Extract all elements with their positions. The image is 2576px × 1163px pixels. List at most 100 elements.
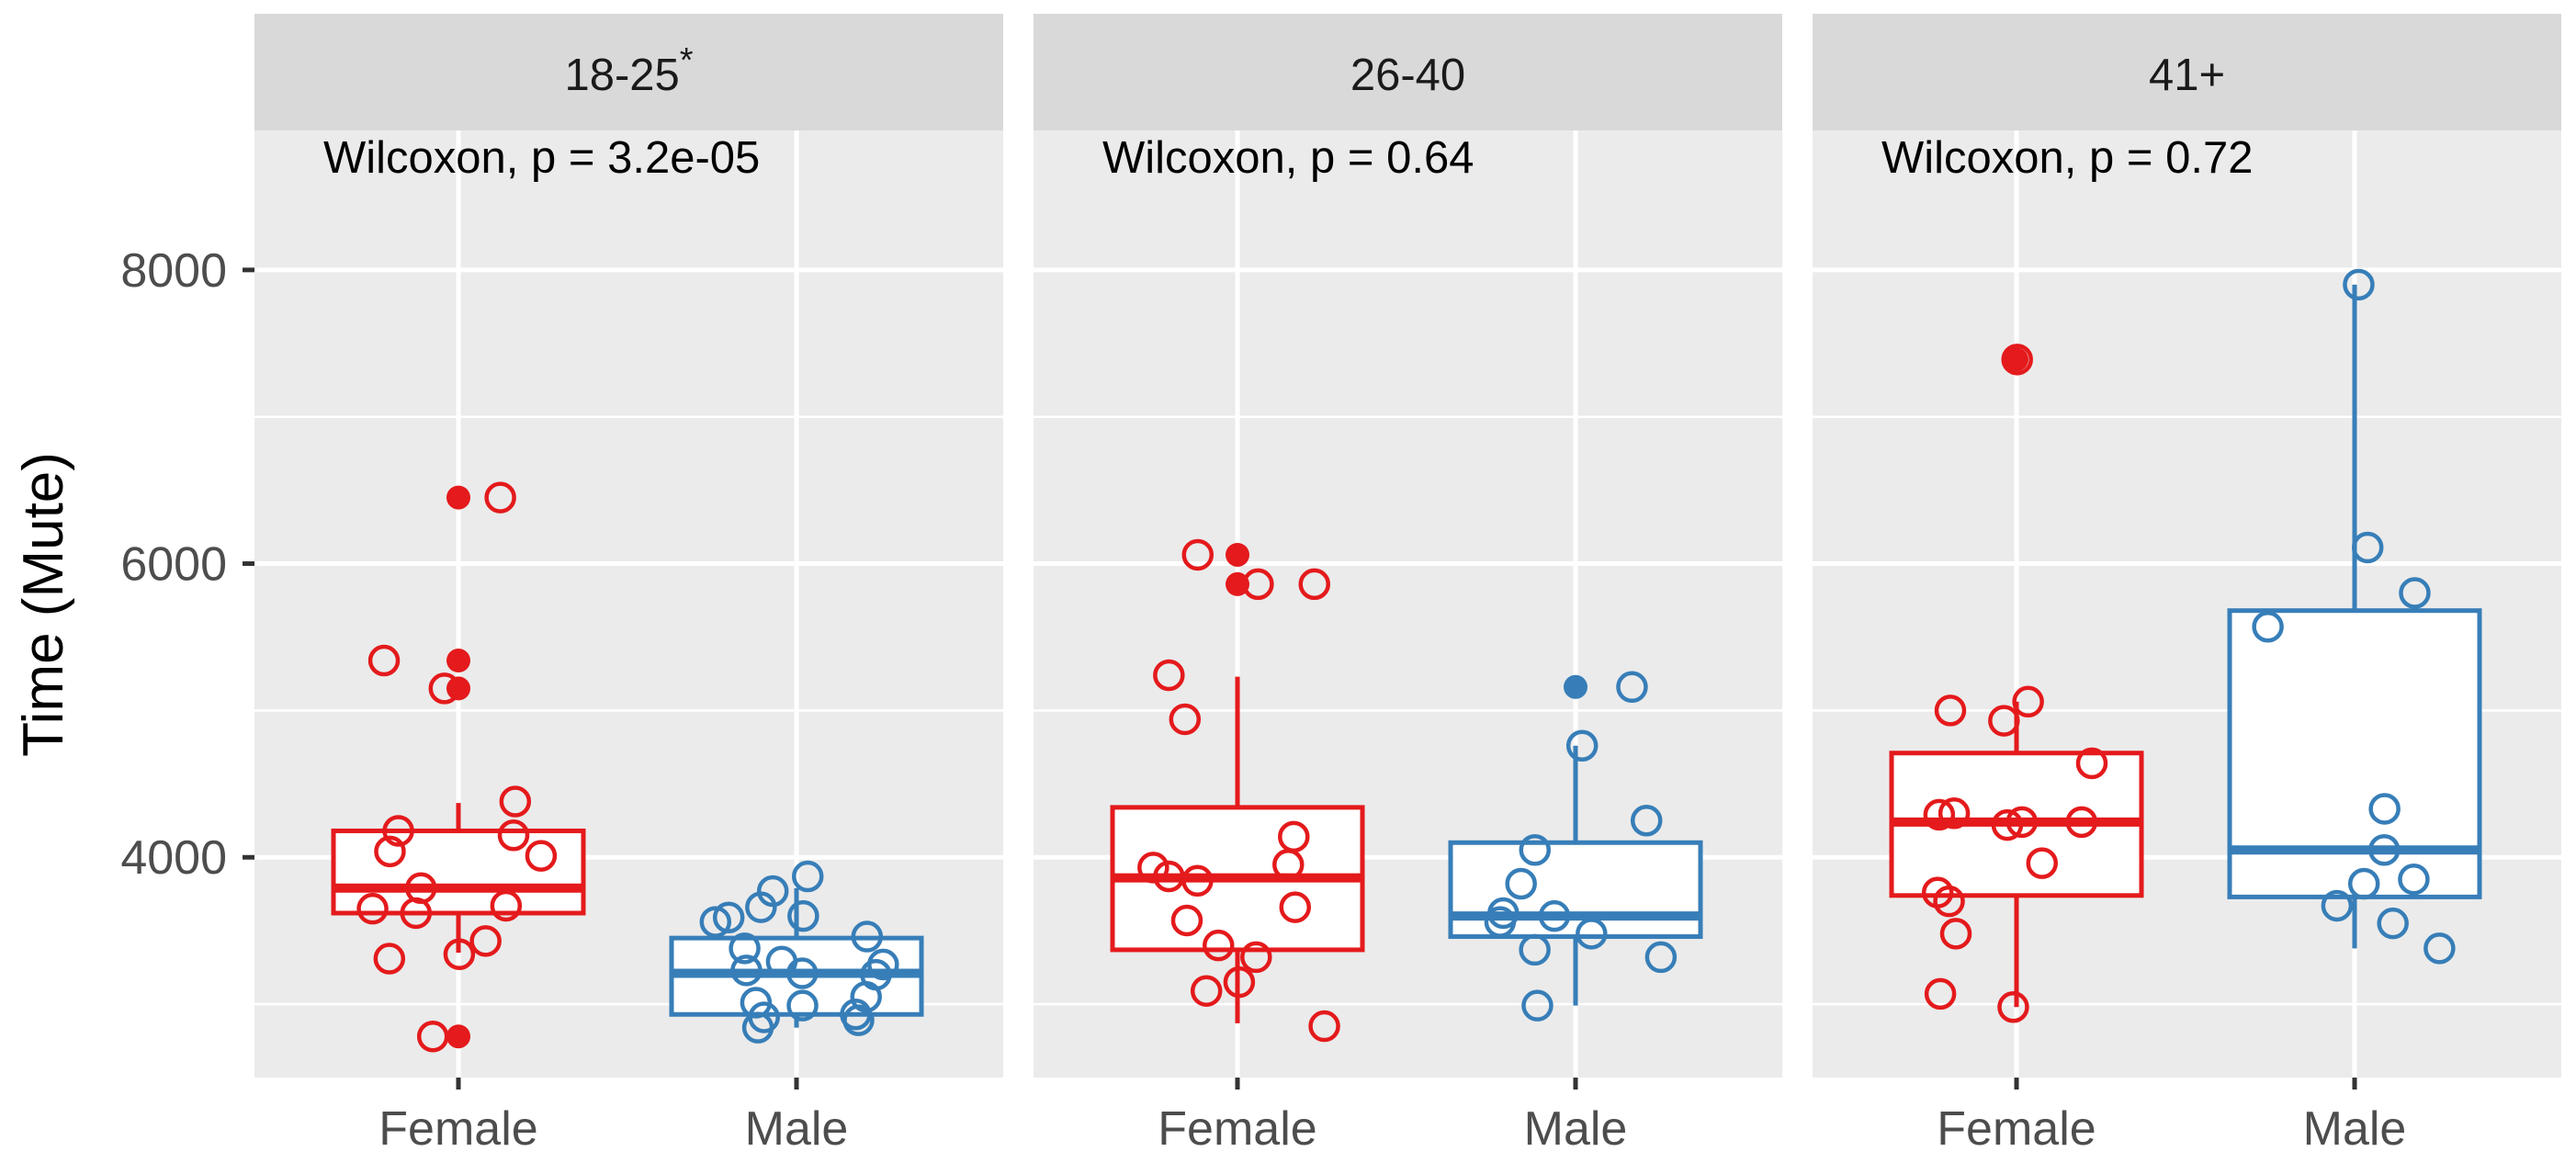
data-point <box>1923 798 1956 831</box>
facet-strip-label: 26-40 <box>1350 51 1465 100</box>
data-point <box>2026 847 2058 879</box>
data-point <box>1988 705 2020 737</box>
data-point <box>2423 932 2456 965</box>
data-point <box>786 989 819 1022</box>
boxplot-male <box>1448 674 1703 1006</box>
data-point <box>2012 685 2044 718</box>
data-point <box>1934 694 1967 727</box>
data-point <box>416 1020 449 1053</box>
x-tick-label: Male <box>1524 1102 1628 1156</box>
strip-label-superscript: * <box>680 41 694 80</box>
outlier-point <box>446 485 470 510</box>
data-point <box>1169 703 1202 736</box>
data-point <box>428 672 461 705</box>
data-point <box>484 481 516 514</box>
y-tick-label: 4000 <box>120 831 227 885</box>
data-point <box>1272 848 1305 881</box>
data-point <box>1181 538 1215 571</box>
data-point <box>1308 1010 1340 1043</box>
data-point <box>851 920 884 953</box>
data-point <box>1190 975 1223 1007</box>
box-iqr <box>331 828 586 916</box>
facet-strip <box>1813 14 2561 130</box>
strip-label-text: 26-40 <box>1350 51 1465 100</box>
data-point <box>2347 867 2380 900</box>
data-point <box>2252 611 2284 643</box>
data-point <box>525 840 558 872</box>
data-point <box>1576 918 1608 950</box>
boxplot-female <box>1889 347 2144 1008</box>
data-point <box>786 957 819 989</box>
data-point <box>499 785 532 818</box>
data-point <box>1242 568 1274 601</box>
data-point <box>2368 793 2401 825</box>
data-point <box>1484 906 1517 938</box>
facet-panel: 41+ Wilcoxon, p = 0.72 Female Male <box>1813 14 2561 1156</box>
outlier-point <box>1226 542 1249 567</box>
data-point <box>1279 891 1312 923</box>
data-point <box>2065 806 2098 839</box>
outlier-point <box>2005 347 2028 372</box>
data-point <box>1991 808 2024 841</box>
x-tick-label: Female <box>1158 1102 1316 1156</box>
wilcoxon-annotation: Wilcoxon, p = 0.72 <box>1881 133 2253 183</box>
data-point <box>373 943 406 975</box>
data-point <box>1202 929 1235 962</box>
data-point <box>400 897 433 930</box>
data-point <box>1538 899 1571 932</box>
facet-strip-label: 41+ <box>2149 51 2225 100</box>
data-point <box>1153 659 1185 692</box>
data-point <box>842 1004 875 1036</box>
panel-background <box>1813 130 2561 1078</box>
data-point <box>2377 907 2409 940</box>
facet-panel: 26-40 Wilcoxon, p = 0.64 Female Male <box>1034 14 1782 1156</box>
data-point <box>1223 965 1256 999</box>
data-point <box>1644 941 1678 974</box>
data-point <box>490 889 523 922</box>
data-point <box>1933 885 1965 918</box>
facet-strip <box>254 14 1003 130</box>
data-point <box>2321 889 2354 922</box>
data-point <box>729 932 761 965</box>
data-point <box>787 899 819 932</box>
data-point <box>1997 991 2029 1023</box>
data-point <box>1240 941 1272 974</box>
facet-panel: 18-25* Wilcoxon, p = 3.2e-05 Female Male <box>254 14 1003 1156</box>
data-point <box>730 954 763 987</box>
boxplot-male <box>2227 284 2482 949</box>
data-point <box>2367 833 2401 866</box>
data-point <box>1170 904 1203 937</box>
y-tick-label: 6000 <box>120 538 227 592</box>
data-point <box>469 925 502 957</box>
data-point <box>2001 344 2033 376</box>
wilcoxon-annotation: Wilcoxon, p = 0.64 <box>1102 133 1474 183</box>
data-point <box>741 1011 774 1044</box>
data-point <box>2398 863 2430 896</box>
data-point <box>1137 852 1169 884</box>
outlier-point <box>446 1024 470 1049</box>
data-point <box>2075 747 2108 780</box>
data-point <box>2343 268 2375 301</box>
outlier-point <box>446 649 470 673</box>
data-point <box>2351 531 2384 564</box>
data-point <box>382 815 414 847</box>
x-tick-label: Female <box>378 1102 537 1156</box>
strip-label-text: 18-25 <box>564 51 679 100</box>
y-axis-title: Time (Mute) <box>12 452 75 757</box>
data-point <box>1519 933 1551 966</box>
data-point <box>1505 867 1537 900</box>
data-point <box>1939 918 1972 950</box>
data-point <box>443 938 476 970</box>
y-tick-label: 8000 <box>120 244 227 298</box>
x-tick-label: Male <box>2303 1102 2407 1156</box>
data-point <box>1298 568 1330 601</box>
data-point <box>1521 989 1554 1022</box>
data-point <box>1616 671 1648 704</box>
data-point <box>1924 977 1957 1011</box>
data-point <box>2005 806 2039 839</box>
data-point <box>699 906 732 938</box>
panel-background <box>254 130 1003 1078</box>
data-point <box>374 835 406 868</box>
facet-strip-label: 18-25* <box>564 41 693 100</box>
